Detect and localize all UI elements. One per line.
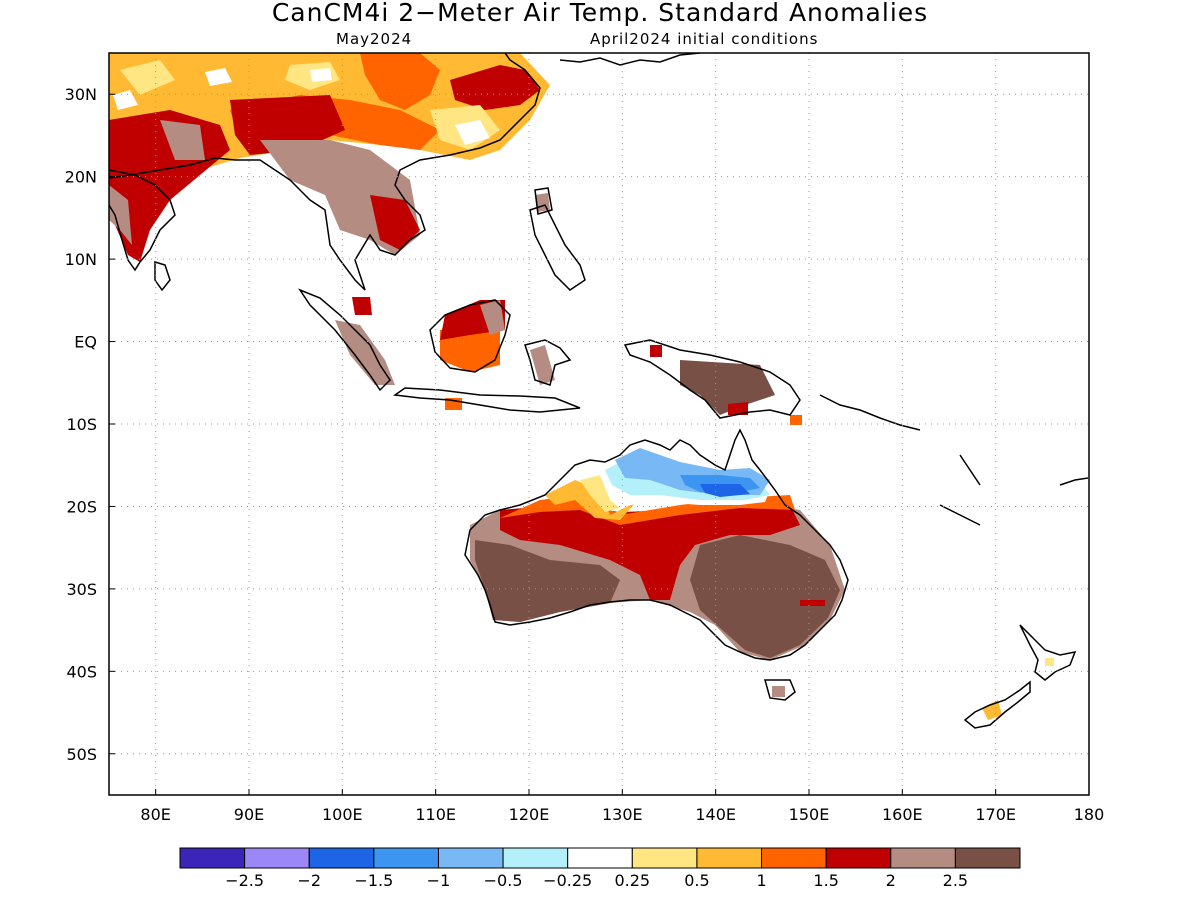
indochina-red-patch xyxy=(370,195,420,250)
colorbar-swatch xyxy=(502,847,569,869)
colorbar-swatch xyxy=(308,847,375,869)
colorbar-swatch xyxy=(761,847,827,869)
borneo-coast xyxy=(429,299,511,373)
chart-title: CanCM4i 2−Meter Air Temp. Standard Anoma… xyxy=(271,0,929,27)
colorbar-swatch xyxy=(179,847,246,869)
australia-darkbrown-west xyxy=(475,540,620,622)
colorbar-swatch xyxy=(825,847,892,869)
colorbar-label: −0.25 xyxy=(543,871,592,890)
lat-label: 10S xyxy=(66,415,97,434)
tasmania-coast xyxy=(764,679,796,701)
tasmania-brown xyxy=(772,686,785,697)
nz-anomaly-field xyxy=(982,658,1054,720)
colorbar-swatch xyxy=(567,847,633,869)
asia-anomaly-field xyxy=(109,53,550,262)
australia-darkbrown-east xyxy=(690,535,840,658)
lon-label: 140E xyxy=(695,805,736,824)
lon-label: 130E xyxy=(602,805,643,824)
asia-red-east xyxy=(450,65,540,110)
india-brown xyxy=(109,120,205,245)
colorbar: −2.5 −2 −1.5 −1 −0.5 −0.25 0.25 0.5 1 1.5 2 2.5 xyxy=(179,847,1021,890)
newguinea-red xyxy=(650,345,748,415)
australia-darkblue xyxy=(700,484,750,497)
taiwan-coast xyxy=(534,187,553,215)
nz-orange xyxy=(982,700,1002,720)
borneo-brown xyxy=(480,300,505,335)
colorbar-swatch xyxy=(373,847,439,869)
colorbar-label: −0.5 xyxy=(484,871,523,890)
maritime-anomaly-field xyxy=(335,297,802,425)
coastlines xyxy=(109,53,1089,729)
lon-label: 100E xyxy=(322,805,363,824)
colorbar-label: 1 xyxy=(756,871,766,890)
lat-label: EQ xyxy=(74,333,97,352)
lat-label: 40S xyxy=(66,662,97,681)
colorbar-swatch xyxy=(890,847,956,869)
newguinea-brown xyxy=(680,360,775,415)
lat-label: 20S xyxy=(66,497,97,516)
lat-label: 30S xyxy=(66,580,97,599)
colorbar-label: −2 xyxy=(297,871,321,890)
colorbar-swatch xyxy=(954,847,1021,869)
initial-conditions: April2024 initial conditions xyxy=(590,30,819,48)
lon-label: 90E xyxy=(234,805,264,824)
newguinea-coast xyxy=(623,339,801,419)
colorbar-swatch xyxy=(696,847,763,869)
asia-yellow-patches xyxy=(120,60,500,150)
malaysia-red xyxy=(352,297,372,315)
java-coast xyxy=(392,387,581,413)
sumatra-brown xyxy=(335,320,395,385)
japan-coast xyxy=(559,53,701,66)
australia-yellow xyxy=(580,475,620,512)
png-orange xyxy=(790,415,802,425)
lat-label: 10N xyxy=(65,250,97,269)
australia-lightorange xyxy=(545,480,640,520)
srilanka-coast xyxy=(154,260,171,292)
colorbar-label: 1.5 xyxy=(813,871,838,890)
map-frame xyxy=(108,52,1090,796)
lon-label: 180 xyxy=(1074,805,1105,824)
colorbar-swatch xyxy=(437,847,504,869)
colorbar-label: 0.5 xyxy=(684,871,709,890)
lon-label: 80E xyxy=(140,805,170,824)
sulawesi-coast xyxy=(524,339,572,386)
colorbar-label: −1 xyxy=(427,871,451,890)
lon-label: 160E xyxy=(882,805,923,824)
australia-coast xyxy=(464,428,849,661)
colorbar-swatch xyxy=(631,847,698,869)
nz-yellow xyxy=(1045,658,1054,666)
colorbar-label: 2.5 xyxy=(943,871,968,890)
valid-period: May2024 xyxy=(336,30,413,48)
australia-red-east xyxy=(800,600,825,606)
colorbar-label: 2 xyxy=(886,871,896,890)
lon-label: 110E xyxy=(415,805,456,824)
pacific-islands-coast xyxy=(819,394,1089,526)
asia-darkorange-field xyxy=(360,53,440,110)
asia-coast xyxy=(109,53,541,291)
colorbar-label: −2.5 xyxy=(225,871,264,890)
lon-label: 150E xyxy=(789,805,830,824)
lat-label: 30N xyxy=(65,85,97,104)
australia-anomaly-field xyxy=(470,448,845,697)
map-grid xyxy=(109,53,1089,795)
lon-label: 120E xyxy=(509,805,550,824)
philippines-coast xyxy=(529,204,586,291)
latitude-labels: 30N 20N 10N EQ 10S 20S 30S 40S 50S xyxy=(65,85,115,764)
indochina-coast xyxy=(298,288,391,392)
colorbar-swatch xyxy=(244,847,310,869)
sulawesi-brown xyxy=(530,345,555,385)
colorbar-label: −1.5 xyxy=(354,871,393,890)
colorbar-label: 0.25 xyxy=(614,871,650,890)
lon-label: 170E xyxy=(975,805,1016,824)
india-coast xyxy=(109,169,176,272)
newzealand-north-coast xyxy=(1019,624,1077,681)
australia-red-band xyxy=(500,505,800,600)
newzealand-south-coast xyxy=(963,680,1031,729)
lat-label: 50S xyxy=(66,745,97,764)
lat-label: 20N xyxy=(65,168,97,187)
longitude-labels: 80E 90E 100E 110E 120E 130E 140E 150E 160E 170E 18… xyxy=(140,789,1104,824)
